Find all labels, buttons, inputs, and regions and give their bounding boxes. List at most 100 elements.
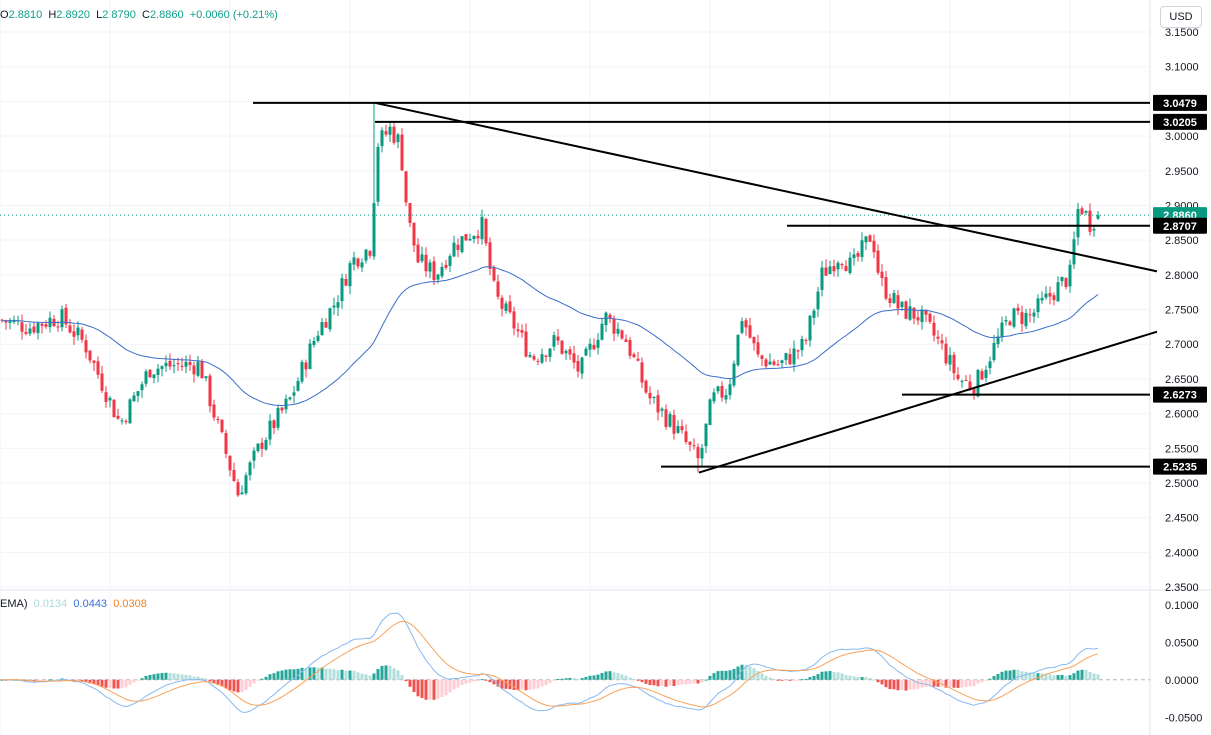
macd-histogram-bar [704, 679, 708, 681]
macd-histogram-bar [272, 673, 276, 680]
macd-histogram-bar [780, 679, 784, 681]
candle-body [176, 363, 180, 365]
candle-body [516, 329, 520, 332]
macd-histogram-bar [1044, 673, 1048, 680]
candle-body [900, 301, 904, 308]
candle-body [436, 274, 440, 280]
macd-histogram-bar [80, 679, 84, 682]
candle-body [432, 261, 436, 281]
candle-body [156, 368, 160, 375]
candle-body [584, 348, 588, 356]
macd-histogram-bar [1064, 675, 1068, 680]
macd-histogram-bar [984, 679, 988, 681]
candle-body [228, 455, 232, 471]
macd-histogram-bar [448, 679, 452, 693]
price-level-label: 2.8707 [1163, 221, 1197, 233]
candle-body [724, 395, 728, 400]
macd-histogram-bar [504, 679, 508, 689]
candle-body [1032, 312, 1036, 317]
macd-histogram-bar [1004, 670, 1008, 680]
macd-histogram-bar [188, 675, 192, 680]
macd-histogram-bar [376, 668, 380, 680]
candle-body [316, 335, 320, 341]
candle-body [632, 354, 636, 358]
macd-histogram-bar [856, 677, 860, 680]
macd-histogram-bar [320, 667, 324, 680]
macd-histogram-bar [1056, 675, 1060, 680]
currency-button[interactable]: USD [1160, 6, 1202, 28]
macd-histogram-bar [900, 679, 904, 690]
candle-body [840, 263, 844, 266]
macd-histogram-bar [392, 668, 396, 680]
price-level-label-bg [1153, 113, 1207, 130]
candle-body [684, 431, 688, 442]
price-tick-label: 2.9500 [1165, 166, 1199, 178]
candle-body [208, 375, 212, 407]
macd-tick-label: -0.0500 [1165, 712, 1202, 724]
price-level-label-bg [1153, 94, 1207, 111]
macd-histogram-bar [88, 679, 92, 684]
candle-body [552, 335, 556, 347]
candle-body [40, 323, 44, 326]
macd-histogram-bar [520, 679, 524, 690]
macd-histogram-bar [1088, 671, 1092, 680]
candle-body [204, 376, 208, 379]
macd-histogram-bar [460, 679, 464, 686]
candle-body [64, 307, 68, 325]
macd-histogram-bar [692, 679, 696, 684]
macd-histogram-bar [552, 679, 556, 681]
candle-body [968, 381, 972, 389]
candle-body [500, 297, 504, 309]
candle-body [120, 420, 124, 422]
candle-body [420, 254, 424, 262]
candle-body [476, 235, 480, 239]
macd-histogram-bar [208, 679, 212, 682]
candle-body [948, 354, 952, 365]
macd-histogram-bar [648, 679, 652, 686]
price-level-label-bg [1153, 217, 1207, 234]
candle-body [912, 307, 916, 319]
macd-histogram-bar [116, 679, 120, 689]
candle-body [600, 323, 604, 340]
candle-body [604, 312, 608, 326]
candle-body [1084, 211, 1088, 213]
macd-histogram-bar [468, 679, 472, 683]
candles [0, 102, 1100, 497]
candle-body [44, 324, 48, 327]
candle-body [296, 380, 300, 391]
candle-body [400, 134, 404, 171]
macd-histogram-bar [360, 673, 364, 680]
candle-body [920, 309, 924, 323]
candle-body [20, 322, 24, 332]
macd-histogram-bar [740, 664, 744, 680]
macd-histogram-bar [1052, 675, 1056, 680]
macd-tick-label: 0.0500 [1165, 637, 1199, 649]
candle-body [352, 257, 356, 265]
candle-body [128, 399, 132, 424]
candle-body [804, 340, 808, 342]
macd-histogram-bar [436, 679, 440, 699]
candle-body [708, 399, 712, 425]
macd-histogram-bar [140, 678, 144, 680]
candle-body [0, 319, 4, 321]
macd-histogram-value: 0.0134 [33, 598, 68, 610]
candle-body [236, 482, 240, 496]
candle-body [232, 470, 236, 481]
candle-body [572, 353, 576, 363]
macd-histogram-bar [464, 679, 468, 684]
candle-body [660, 408, 664, 411]
candle-body [388, 126, 392, 135]
candle-body [936, 336, 940, 339]
candle-body [864, 236, 868, 243]
macd-histogram-bar [564, 678, 568, 680]
candle-body [104, 392, 108, 402]
macd-histogram-bar [1024, 671, 1028, 680]
price-tick-label: 2.8500 [1165, 235, 1199, 247]
macd-histogram-bar [708, 675, 712, 680]
macd-histogram-bar [1096, 674, 1100, 680]
candle-body [248, 462, 252, 476]
macd-histogram-bar [144, 675, 148, 680]
candle-body [688, 441, 692, 445]
macd-histogram-bar [264, 676, 268, 680]
